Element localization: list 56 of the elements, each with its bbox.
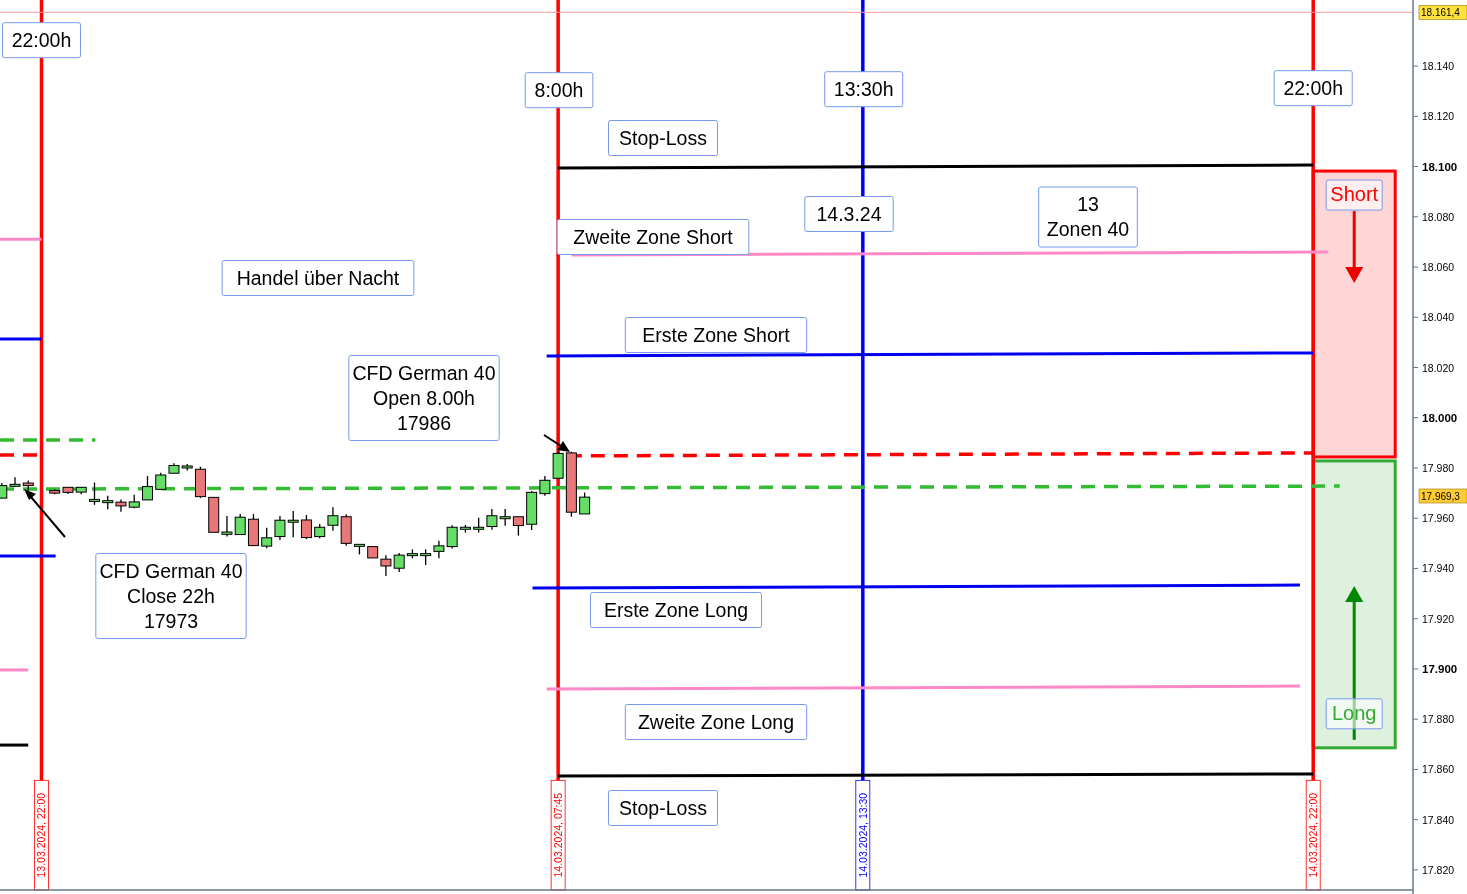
y-tick-label: 17.900 xyxy=(1422,662,1458,675)
candlestick xyxy=(261,527,273,550)
annotation: 13 Zonen 40 xyxy=(1046,193,1130,240)
y-tick-label: 17.960 xyxy=(1422,512,1455,525)
x-tick-label: 14.03.2024, 13:30 xyxy=(856,792,869,878)
annotation: Stop-Loss xyxy=(619,796,708,819)
x-tick-label: 14.03.2024, 07:45 xyxy=(551,792,564,878)
annotation: 13:30h xyxy=(833,77,894,100)
annotation: CFD German 40 Close 22h 17973 xyxy=(99,559,243,632)
y-tick-label: 18.020 xyxy=(1422,361,1455,374)
candlestick xyxy=(287,510,299,538)
band-label: Short xyxy=(1330,183,1379,206)
candlestick xyxy=(446,524,458,550)
band-label: Long xyxy=(1331,701,1377,724)
y-tick-label: 18.080 xyxy=(1422,210,1455,223)
candlestick xyxy=(327,506,339,532)
y-tick-label: 17.980 xyxy=(1422,461,1455,474)
annotation: Erste Zone Long xyxy=(603,598,749,621)
y-tick-label: 18.100 xyxy=(1422,160,1458,173)
annotation: Zweite Zone Long xyxy=(637,710,795,733)
candlestick xyxy=(274,515,286,541)
x-tick-label: 13.03.2024, 22:00 xyxy=(35,792,48,878)
candlestick xyxy=(539,475,551,497)
annotation: Handel über Nacht xyxy=(236,266,400,289)
y-tick-label: 18.060 xyxy=(1422,261,1455,274)
annotation: 22:00h xyxy=(1283,76,1344,99)
y-tick-label: 18.000 xyxy=(1422,411,1458,424)
y-tick-label: 17.940 xyxy=(1422,562,1455,575)
annotation: 22:00h xyxy=(11,28,72,51)
candlestick xyxy=(9,476,21,488)
candlestick xyxy=(234,513,246,536)
ref-line-label: 18.161,4 xyxy=(1421,7,1461,19)
candlestick xyxy=(221,515,233,538)
candlestick xyxy=(300,514,312,540)
y-tick-label: 17.820 xyxy=(1422,863,1455,876)
y-tick-label: 18.120 xyxy=(1422,110,1455,123)
candlestick xyxy=(88,481,100,506)
y-tick-label: 17.860 xyxy=(1422,763,1455,776)
annotation: 8:00h xyxy=(534,78,584,101)
y-tick-label: 17.880 xyxy=(1422,713,1455,726)
y-tick-label: 18.040 xyxy=(1422,311,1455,324)
text: 17.969,3 xyxy=(1421,491,1461,502)
y-tick-label: 17.920 xyxy=(1422,612,1455,625)
candlestick xyxy=(141,475,153,501)
candlestick xyxy=(393,552,405,573)
x-tick-label: 14.03.2024, 22:00 xyxy=(1307,792,1320,878)
annotation: CFD German 40 Open 8.00h 17986 xyxy=(352,361,496,434)
annotation: 14.3.24 xyxy=(816,202,882,225)
annotation: Stop-Loss xyxy=(619,126,708,149)
candlestick xyxy=(380,554,392,577)
y-tick-label: 18.140 xyxy=(1422,60,1455,73)
annotation: Zweite Zone Short xyxy=(573,225,734,248)
candlestick xyxy=(579,491,591,515)
candlestick xyxy=(512,516,524,537)
annotation: Erste Zone Short xyxy=(642,323,791,346)
y-tick-label: 17.840 xyxy=(1422,813,1455,826)
